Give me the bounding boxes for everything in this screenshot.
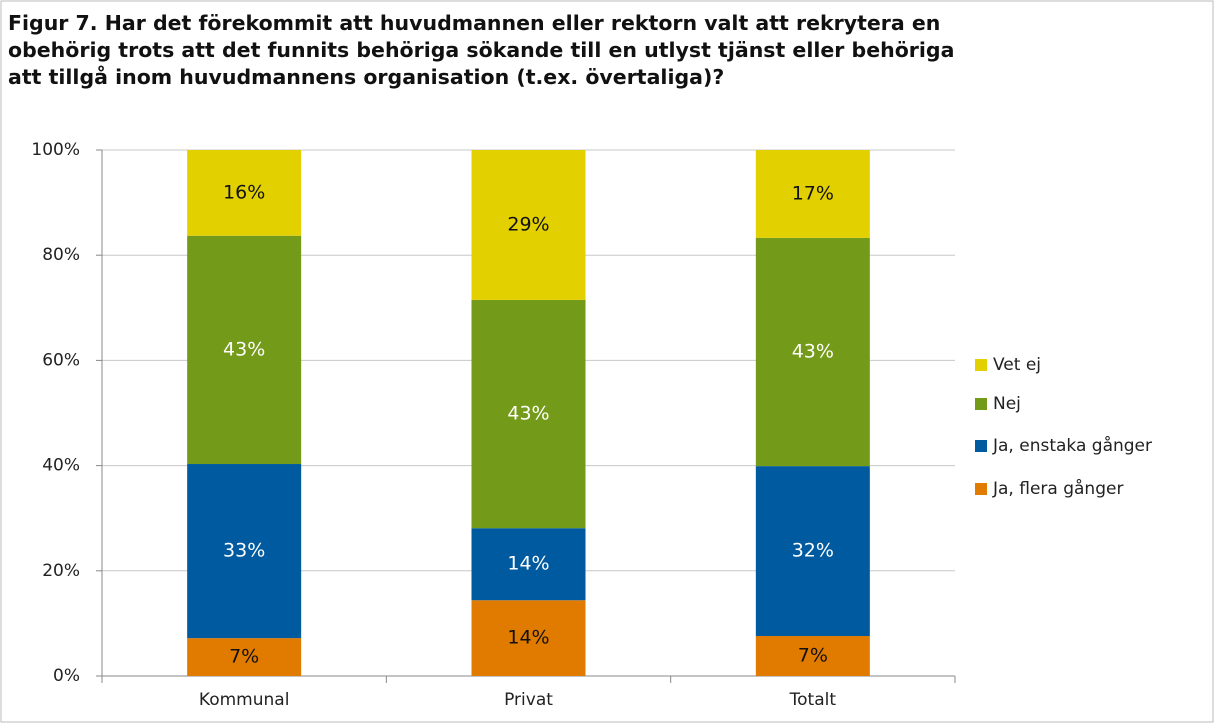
data-label: 14% bbox=[507, 627, 549, 649]
y-tick-label: 20% bbox=[42, 561, 80, 581]
bar-segment bbox=[471, 600, 586, 676]
bar-segment bbox=[755, 636, 870, 676]
data-label: 43% bbox=[507, 403, 549, 425]
data-label: 16% bbox=[223, 181, 265, 203]
legend-swatch bbox=[975, 440, 987, 452]
legend-label: Ja, enstaka gånger bbox=[992, 435, 1152, 456]
bar-segment bbox=[187, 150, 302, 236]
data-label: 29% bbox=[507, 213, 549, 235]
data-label: 33% bbox=[223, 540, 265, 562]
bar-segment bbox=[187, 638, 302, 676]
data-label: 14% bbox=[507, 553, 549, 575]
bar-segment bbox=[755, 150, 870, 238]
y-tick-label: 80% bbox=[42, 245, 80, 265]
bar-segment bbox=[471, 150, 586, 300]
y-tick-label: 60% bbox=[42, 350, 80, 370]
legend-swatch bbox=[975, 483, 987, 495]
data-label: 7% bbox=[798, 645, 828, 667]
legend-label: Vet ej bbox=[993, 355, 1041, 375]
x-tick-label: Totalt bbox=[789, 690, 837, 710]
data-label: 32% bbox=[792, 540, 834, 562]
y-tick-label: 100% bbox=[31, 140, 80, 160]
bar-segment bbox=[471, 528, 586, 601]
data-label: 17% bbox=[792, 182, 834, 204]
data-label: 43% bbox=[792, 340, 834, 362]
legend-swatch bbox=[975, 398, 987, 410]
legend-swatch bbox=[975, 359, 987, 371]
bar-segment bbox=[755, 237, 870, 467]
bar-segment bbox=[471, 299, 586, 529]
data-label: 43% bbox=[223, 338, 265, 360]
bar-segment bbox=[187, 464, 302, 639]
chart-title: Figur 7. Har det förekommit att huvudman… bbox=[8, 11, 955, 89]
y-tick-label: 40% bbox=[42, 456, 80, 476]
bar-segment bbox=[187, 235, 302, 465]
y-tick-label: 0% bbox=[53, 666, 80, 686]
x-tick-label: Privat bbox=[504, 690, 553, 710]
bar-segment bbox=[755, 466, 870, 637]
x-tick-label: Kommunal bbox=[199, 690, 290, 710]
data-label: 7% bbox=[229, 646, 259, 668]
legend-label: Ja, flera gånger bbox=[992, 478, 1123, 499]
legend-label: Nej bbox=[993, 394, 1021, 414]
